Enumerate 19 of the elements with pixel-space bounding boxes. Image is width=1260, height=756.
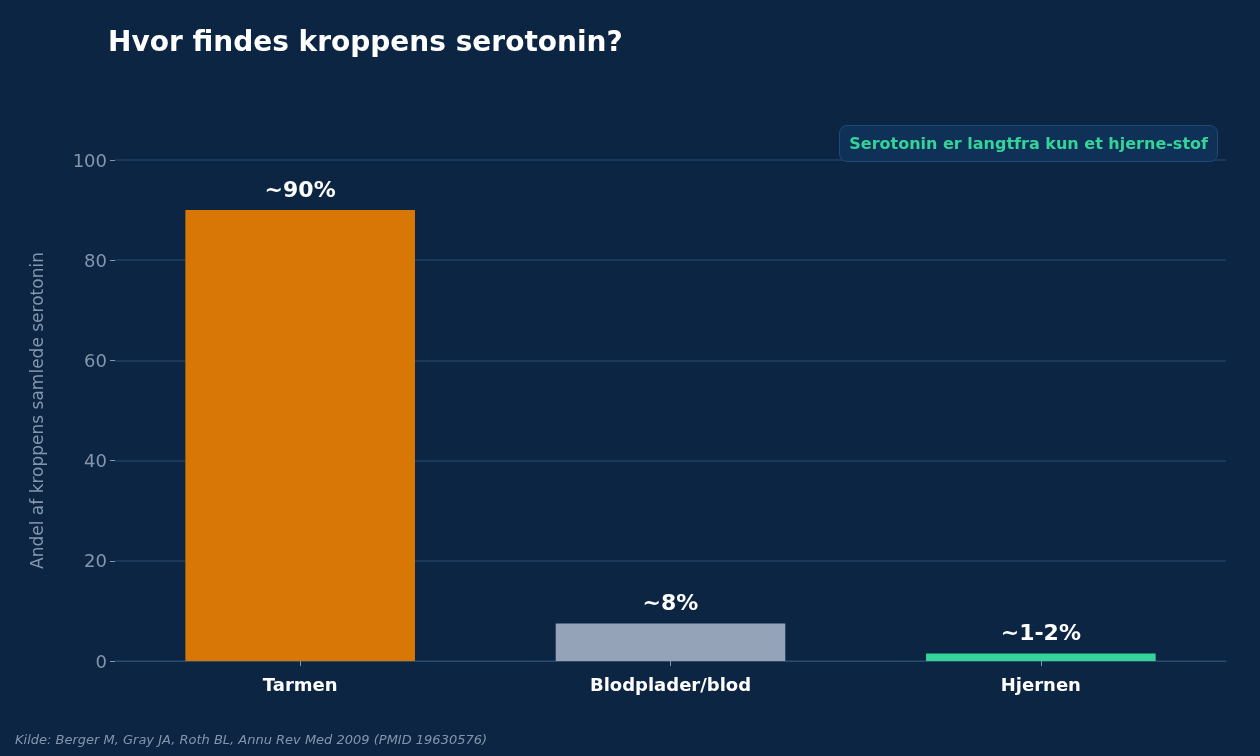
data-label: ~90% [264, 176, 336, 202]
data-label: ~8% [642, 589, 699, 615]
y-axis-title: Andel af kroppens samlede serotonin [26, 252, 47, 569]
y-tick-label: 20 [84, 550, 107, 572]
y-tick-label: 0 [95, 650, 107, 672]
chart-title: Hvor findes kroppens serotonin? [108, 24, 623, 58]
bar [185, 210, 415, 661]
bar [926, 653, 1156, 661]
x-tick-label: Tarmen [262, 673, 338, 695]
y-tick-label: 60 [84, 349, 107, 371]
text: Serotonin er langtfra kun et hjerne-stof [839, 125, 1218, 162]
x-tick-label: Hjernen [1000, 673, 1081, 695]
y-tick-label: 100 [72, 149, 107, 171]
text: Kilde: Berger M, Gray JA, Roth BL, Annu Rev Med 2009 (PMID 19630576) [15, 732, 488, 747]
y-tick-label: 80 [84, 249, 107, 271]
bar [555, 623, 786, 661]
y-tick-label: 40 [84, 450, 107, 472]
data-label: ~1-2% [1000, 619, 1081, 645]
x-tick-label: Blodplader/blod [589, 673, 752, 695]
